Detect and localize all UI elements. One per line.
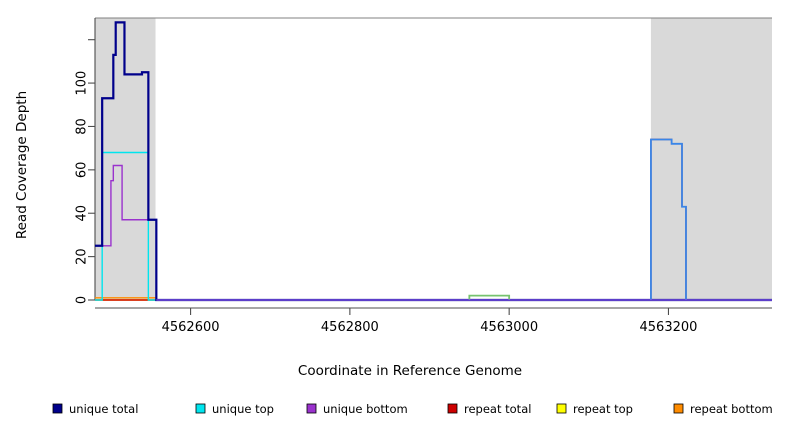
shaded-region-1 — [650, 18, 772, 300]
legend-swatch-icon — [556, 403, 567, 414]
x-tick-label-4563000: 4563000 — [480, 320, 538, 335]
legend-swatch-icon — [306, 403, 317, 414]
legend-item-repeat-total[interactable]: repeat total — [447, 402, 531, 416]
legend-label: unique total — [69, 402, 138, 416]
shaded-regions — [95, 18, 772, 300]
axis-titles: Read Coverage Depth Coordinate in Refere… — [14, 91, 522, 379]
data-series — [95, 21, 772, 302]
overlay-mid-bump-green — [468, 294, 511, 300]
series-unique-total — [95, 21, 772, 302]
legend-label: repeat total — [464, 402, 531, 416]
legend: unique total unique top unique bottom repea… — [52, 402, 773, 416]
legend-swatch-icon — [447, 403, 458, 414]
legend-label: repeat top — [573, 402, 633, 416]
y-axis-title: Read Coverage Depth — [14, 91, 30, 239]
y-axis: 0 20 40 60 80 100 — [75, 18, 96, 304]
y-tick-label-40: 40 — [75, 205, 90, 222]
legend-label: unique top — [212, 402, 274, 416]
x-axis: 4562600 4562800 4563000 4563200 — [95, 307, 772, 335]
x-axis-title: Coordinate in Reference Genome — [298, 363, 522, 379]
legend-item-unique-bottom[interactable]: unique bottom — [306, 402, 408, 416]
y-tick-label-100: 100 — [75, 71, 90, 96]
legend-item-repeat-top[interactable]: repeat top — [556, 402, 633, 416]
legend-item-repeat-bottom[interactable]: repeat bottom — [673, 402, 773, 416]
overlay-repeat-peak-outline — [650, 138, 687, 300]
y-tick-label-20: 20 — [75, 248, 90, 265]
legend-label: unique bottom — [323, 402, 408, 416]
legend-swatch-icon — [52, 403, 63, 414]
legend-item-unique-top[interactable]: unique top — [195, 402, 274, 416]
legend-item-unique-total[interactable]: unique total — [52, 402, 138, 416]
x-tick-label-4562800: 4562800 — [321, 320, 379, 335]
y-tick-label-0: 0 — [75, 296, 90, 304]
legend-swatch-icon — [195, 403, 206, 414]
x-tick-label-4562600: 4562600 — [162, 320, 220, 335]
legend-swatch-icon — [673, 403, 684, 414]
y-tick-label-60: 60 — [75, 162, 90, 179]
y-tick-label-80: 80 — [75, 118, 90, 135]
legend-label: repeat bottom — [690, 402, 773, 416]
x-tick-label-4563200: 4563200 — [640, 320, 698, 335]
